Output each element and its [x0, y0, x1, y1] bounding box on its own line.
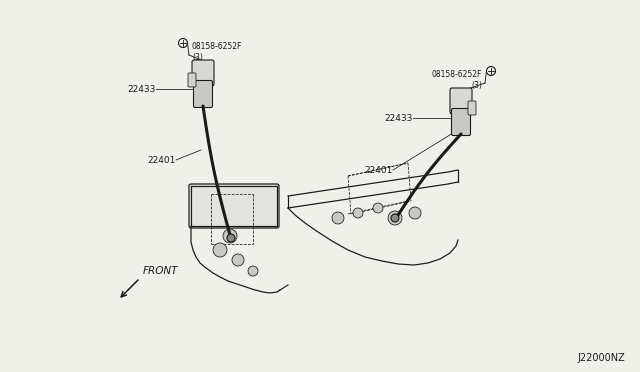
Text: 22401: 22401 — [148, 155, 176, 164]
Text: 22433: 22433 — [127, 84, 156, 93]
Circle shape — [373, 203, 383, 213]
FancyBboxPatch shape — [193, 80, 212, 108]
Circle shape — [332, 212, 344, 224]
FancyBboxPatch shape — [188, 73, 196, 87]
Text: 22401: 22401 — [365, 166, 393, 174]
Circle shape — [248, 266, 258, 276]
FancyBboxPatch shape — [450, 88, 472, 114]
Circle shape — [388, 211, 402, 225]
Circle shape — [227, 234, 235, 242]
Text: 08158-6252F
(3): 08158-6252F (3) — [192, 42, 243, 62]
FancyBboxPatch shape — [468, 101, 476, 115]
FancyBboxPatch shape — [451, 109, 470, 135]
Circle shape — [223, 229, 237, 243]
Text: 22433: 22433 — [385, 113, 413, 122]
FancyBboxPatch shape — [192, 60, 214, 86]
Circle shape — [391, 214, 399, 222]
Circle shape — [409, 207, 421, 219]
Circle shape — [232, 254, 244, 266]
Text: J22000NZ: J22000NZ — [577, 353, 625, 363]
Circle shape — [213, 243, 227, 257]
FancyBboxPatch shape — [189, 184, 279, 228]
Text: 08158-6252F
(3): 08158-6252F (3) — [431, 70, 482, 90]
Text: FRONT: FRONT — [143, 266, 179, 276]
Circle shape — [353, 208, 363, 218]
